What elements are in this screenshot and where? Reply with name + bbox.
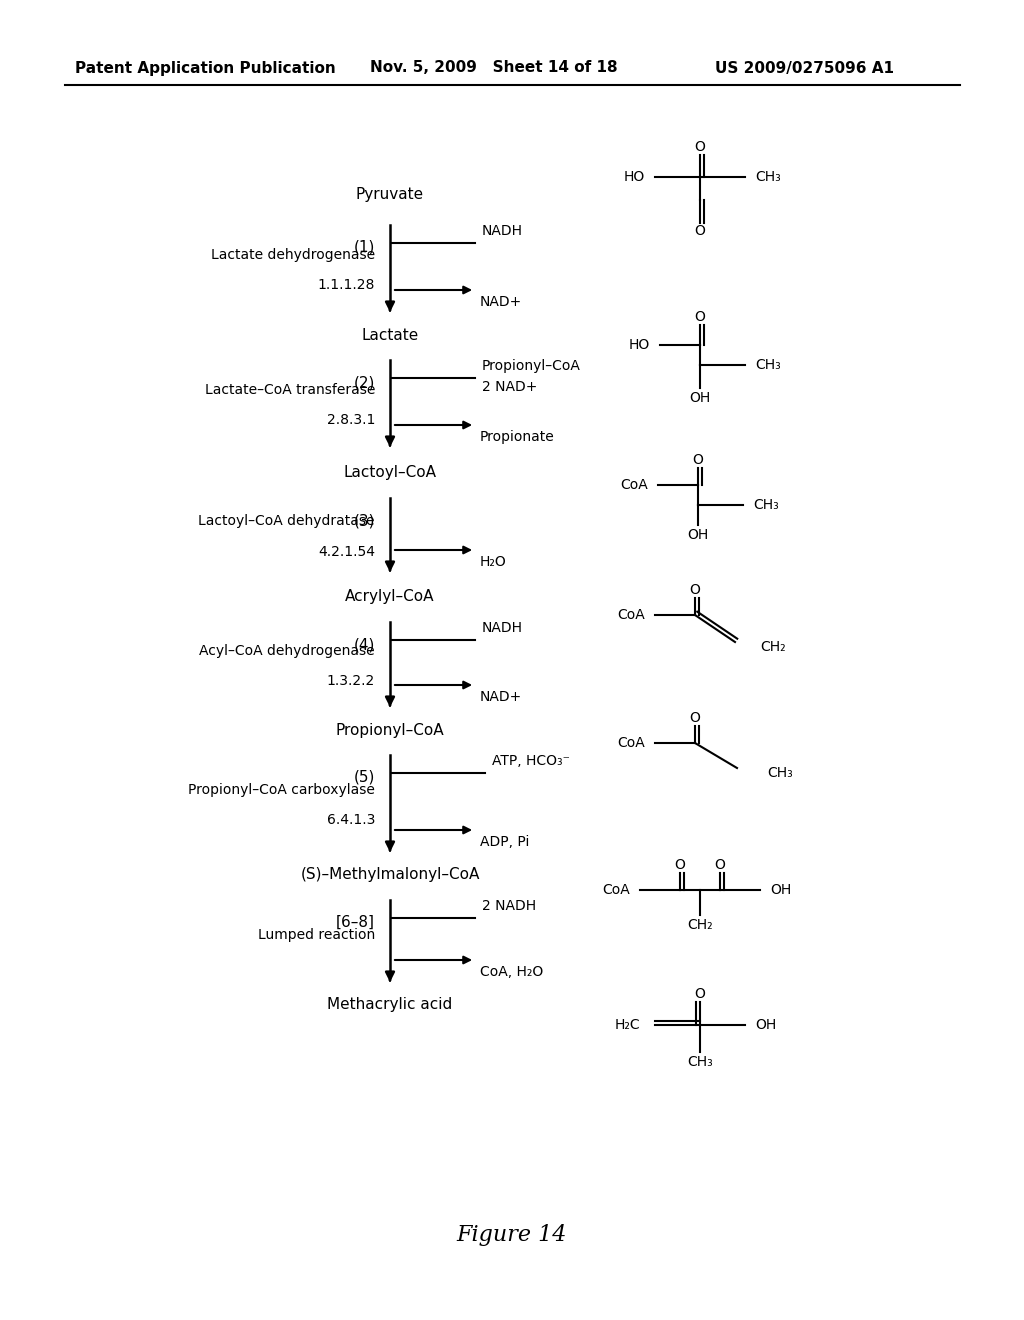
Text: NAD+: NAD+ bbox=[480, 690, 522, 704]
Text: Propionate: Propionate bbox=[480, 430, 555, 444]
Text: CoA: CoA bbox=[617, 737, 645, 750]
Text: HO: HO bbox=[629, 338, 650, 352]
Text: Figure 14: Figure 14 bbox=[457, 1224, 567, 1246]
Text: Lactoyl–CoA: Lactoyl–CoA bbox=[343, 465, 436, 479]
Text: CoA: CoA bbox=[621, 478, 648, 492]
Text: NAD+: NAD+ bbox=[480, 294, 522, 309]
Text: (S)–Methylmalonyl–CoA: (S)–Methylmalonyl–CoA bbox=[300, 867, 479, 883]
Text: Lumped reaction: Lumped reaction bbox=[258, 928, 375, 941]
Text: O: O bbox=[689, 711, 700, 725]
Text: H₂O: H₂O bbox=[480, 554, 507, 569]
Text: 1.1.1.28: 1.1.1.28 bbox=[317, 279, 375, 292]
Text: O: O bbox=[694, 140, 706, 154]
Text: OH: OH bbox=[755, 1018, 776, 1032]
Text: Acrylyl–CoA: Acrylyl–CoA bbox=[345, 590, 435, 605]
Text: CH₂: CH₂ bbox=[760, 640, 785, 653]
Text: Lactate: Lactate bbox=[361, 327, 419, 342]
Text: US 2009/0275096 A1: US 2009/0275096 A1 bbox=[715, 61, 894, 75]
Text: O: O bbox=[694, 224, 706, 238]
Text: Lactate–CoA transferase: Lactate–CoA transferase bbox=[205, 383, 375, 397]
Text: CH₃: CH₃ bbox=[767, 766, 793, 780]
Text: (2): (2) bbox=[353, 375, 375, 389]
Text: Acyl–CoA dehydrogenase: Acyl–CoA dehydrogenase bbox=[200, 644, 375, 657]
Text: CH₃: CH₃ bbox=[755, 358, 780, 372]
Text: Propionyl–CoA: Propionyl–CoA bbox=[336, 722, 444, 738]
Text: H₂C: H₂C bbox=[614, 1018, 640, 1032]
Text: CH₃: CH₃ bbox=[755, 170, 780, 183]
Text: (3): (3) bbox=[353, 513, 375, 528]
Text: CoA, H₂O: CoA, H₂O bbox=[480, 965, 544, 979]
Text: CH₂: CH₂ bbox=[687, 917, 713, 932]
Text: O: O bbox=[689, 583, 700, 597]
Text: (5): (5) bbox=[353, 770, 375, 785]
Text: (1): (1) bbox=[353, 240, 375, 255]
Text: OH: OH bbox=[689, 391, 711, 405]
Text: NADH: NADH bbox=[482, 620, 523, 635]
Text: 2 NAD+: 2 NAD+ bbox=[482, 380, 538, 393]
Text: 1.3.2.2: 1.3.2.2 bbox=[327, 675, 375, 688]
Text: Nov. 5, 2009   Sheet 14 of 18: Nov. 5, 2009 Sheet 14 of 18 bbox=[370, 61, 617, 75]
Text: ATP, HCO₃⁻: ATP, HCO₃⁻ bbox=[492, 754, 570, 768]
Text: 6.4.1.3: 6.4.1.3 bbox=[327, 813, 375, 828]
Text: Methacrylic acid: Methacrylic acid bbox=[328, 998, 453, 1012]
Text: Patent Application Publication: Patent Application Publication bbox=[75, 61, 336, 75]
Text: OH: OH bbox=[770, 883, 792, 898]
Text: (4): (4) bbox=[353, 638, 375, 652]
Text: CH₃: CH₃ bbox=[687, 1055, 713, 1069]
Text: ADP, Pi: ADP, Pi bbox=[480, 836, 529, 849]
Text: Lactate dehydrogenase: Lactate dehydrogenase bbox=[211, 248, 375, 261]
Text: NADH: NADH bbox=[482, 224, 523, 238]
Text: [6–8]: [6–8] bbox=[336, 915, 375, 931]
Text: Pyruvate: Pyruvate bbox=[356, 187, 424, 202]
Text: HO: HO bbox=[624, 170, 645, 183]
Text: Propionyl–CoA carboxylase: Propionyl–CoA carboxylase bbox=[188, 783, 375, 797]
Text: 4.2.1.54: 4.2.1.54 bbox=[318, 544, 375, 558]
Text: OH: OH bbox=[687, 528, 709, 543]
Text: O: O bbox=[694, 310, 706, 323]
Text: CoA: CoA bbox=[617, 609, 645, 622]
Text: Lactoyl–CoA dehydratase: Lactoyl–CoA dehydratase bbox=[199, 515, 375, 528]
Text: O: O bbox=[675, 858, 685, 873]
Text: O: O bbox=[715, 858, 725, 873]
Text: CH₃: CH₃ bbox=[753, 498, 778, 512]
Text: Propionyl–CoA: Propionyl–CoA bbox=[482, 359, 581, 374]
Text: CoA: CoA bbox=[602, 883, 630, 898]
Text: 2 NADH: 2 NADH bbox=[482, 899, 537, 913]
Text: O: O bbox=[694, 987, 706, 1001]
Text: O: O bbox=[692, 453, 703, 467]
Text: 2.8.3.1: 2.8.3.1 bbox=[327, 413, 375, 426]
